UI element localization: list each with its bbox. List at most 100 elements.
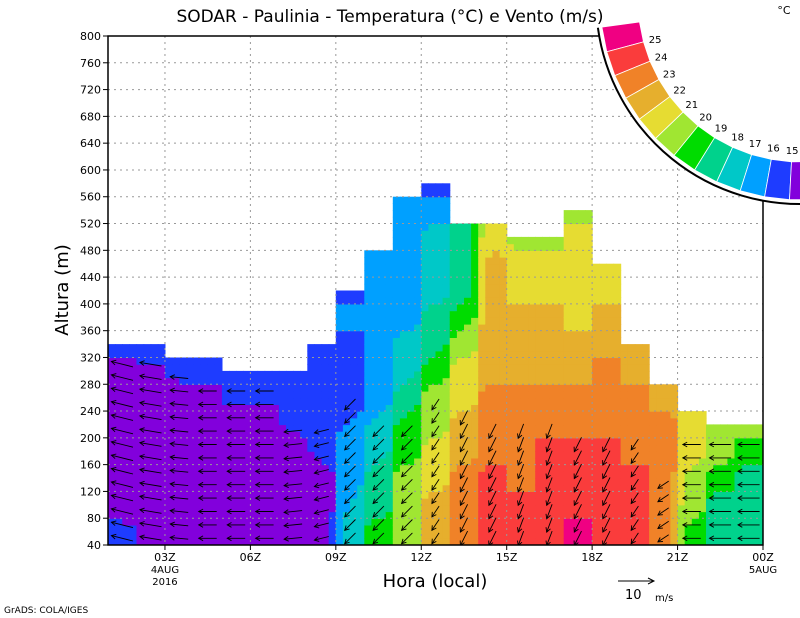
- temperature-cell: [663, 417, 671, 426]
- temperature-cell: [656, 518, 664, 526]
- temperature-cell: [300, 424, 308, 432]
- temperature-cell: [542, 350, 550, 359]
- temperature-cell: [449, 303, 458, 312]
- temperature-cell: [620, 431, 629, 439]
- temperature-cell: [542, 324, 550, 332]
- temperature-cell: [478, 404, 486, 412]
- temperature-cell: [542, 370, 550, 379]
- temperature-cell: [556, 317, 565, 325]
- temperature-cell: [378, 324, 387, 332]
- temperature-cell: [236, 377, 244, 385]
- temperature-cell: [506, 236, 515, 245]
- temperature-cell: [691, 471, 700, 479]
- temperature-cell: [421, 303, 429, 312]
- temperature-cell: [357, 397, 365, 405]
- y-tick-label: 520: [80, 218, 101, 231]
- temperature-cell: [221, 504, 230, 513]
- temperature-cell: [506, 277, 515, 285]
- temperature-cell: [449, 504, 458, 513]
- temperature-cell: [478, 310, 486, 318]
- temperature-cell: [229, 384, 237, 392]
- temperature-cell: [172, 504, 180, 513]
- wind-arrow-head: [737, 535, 743, 542]
- temperature-cell: [677, 464, 686, 472]
- temperature-cell: [585, 451, 593, 459]
- temperature-cell: [542, 384, 550, 392]
- y-tick-label: 800: [80, 30, 101, 43]
- temperature-cell: [264, 370, 273, 379]
- temperature-cell: [677, 531, 686, 539]
- temperature-cell: [442, 377, 451, 385]
- temperature-cell: [556, 263, 565, 271]
- temperature-cell: [257, 424, 266, 432]
- temperature-cell: [577, 504, 586, 513]
- temperature-cell: [378, 263, 387, 271]
- temperature-cell: [506, 437, 515, 446]
- temperature-cell: [442, 411, 451, 419]
- temperature-cell: [528, 324, 536, 332]
- temperature-cell: [755, 464, 763, 472]
- temperature-cell: [520, 290, 529, 298]
- wind-arrow-head: [283, 495, 289, 502]
- temperature-cell: [677, 524, 686, 533]
- wind-arrow-head: [400, 458, 407, 464]
- temperature-cell: [214, 484, 223, 492]
- temperature-cell: [307, 344, 315, 352]
- wind-arrow-head: [573, 527, 579, 533]
- temperature-cell: [563, 243, 572, 251]
- temperature-cell: [456, 451, 465, 459]
- temperature-cell: [542, 257, 550, 265]
- temperature-cell: [200, 511, 209, 519]
- temperature-cell: [364, 297, 372, 305]
- temperature-cell: [464, 236, 472, 245]
- temperature-cell: [577, 277, 586, 285]
- colorbar-label: 15: [786, 146, 799, 157]
- temperature-cell: [464, 377, 472, 385]
- wind-arrow-head: [737, 468, 743, 475]
- temperature-cell: [670, 417, 679, 426]
- temperature-cell: [642, 484, 650, 492]
- temperature-cell: [727, 524, 736, 533]
- temperature-cell: [570, 464, 579, 472]
- temperature-cell: [307, 491, 315, 499]
- temperature-cell: [421, 357, 429, 365]
- temperature-cell: [471, 223, 479, 231]
- temperature-cell: [129, 391, 138, 399]
- temperature-cell: [399, 417, 408, 426]
- temperature-cell: [456, 437, 465, 446]
- temperature-cell: [535, 498, 543, 506]
- temperature-cell: [421, 417, 429, 426]
- temperature-cell: [613, 457, 622, 466]
- temperature-cell: [755, 457, 763, 466]
- temperature-cell: [278, 478, 287, 486]
- temperature-cell: [464, 411, 472, 419]
- temperature-cell: [535, 303, 543, 312]
- temperature-cell: [585, 397, 593, 405]
- temperature-cell: [464, 230, 472, 238]
- temperature-cell: [221, 484, 230, 492]
- temperature-cell: [115, 444, 123, 452]
- temperature-cell: [271, 391, 280, 399]
- wind-arrow-head: [313, 496, 320, 502]
- wind-arrow: [284, 469, 303, 473]
- temperature-cell: [542, 344, 550, 352]
- temperature-cell: [414, 210, 422, 218]
- wind-arrow-head: [110, 453, 117, 459]
- temperature-cell: [485, 411, 493, 419]
- temperature-cell: [342, 370, 351, 379]
- temperature-cell: [535, 350, 543, 359]
- temperature-cell: [357, 524, 365, 533]
- temperature-cell: [350, 317, 358, 325]
- temperature-cell: [442, 283, 451, 292]
- temperature-cell: [492, 391, 501, 399]
- temperature-cell: [314, 504, 323, 513]
- temperature-cell: [172, 538, 180, 545]
- temperature-cell: [221, 437, 230, 446]
- temperature-cell: [172, 444, 180, 452]
- temperature-cell: [741, 457, 750, 466]
- temperature-cell: [108, 350, 116, 359]
- temperature-cell: [506, 417, 515, 426]
- temperature-cell: [606, 337, 615, 345]
- temperature-cell: [556, 444, 565, 452]
